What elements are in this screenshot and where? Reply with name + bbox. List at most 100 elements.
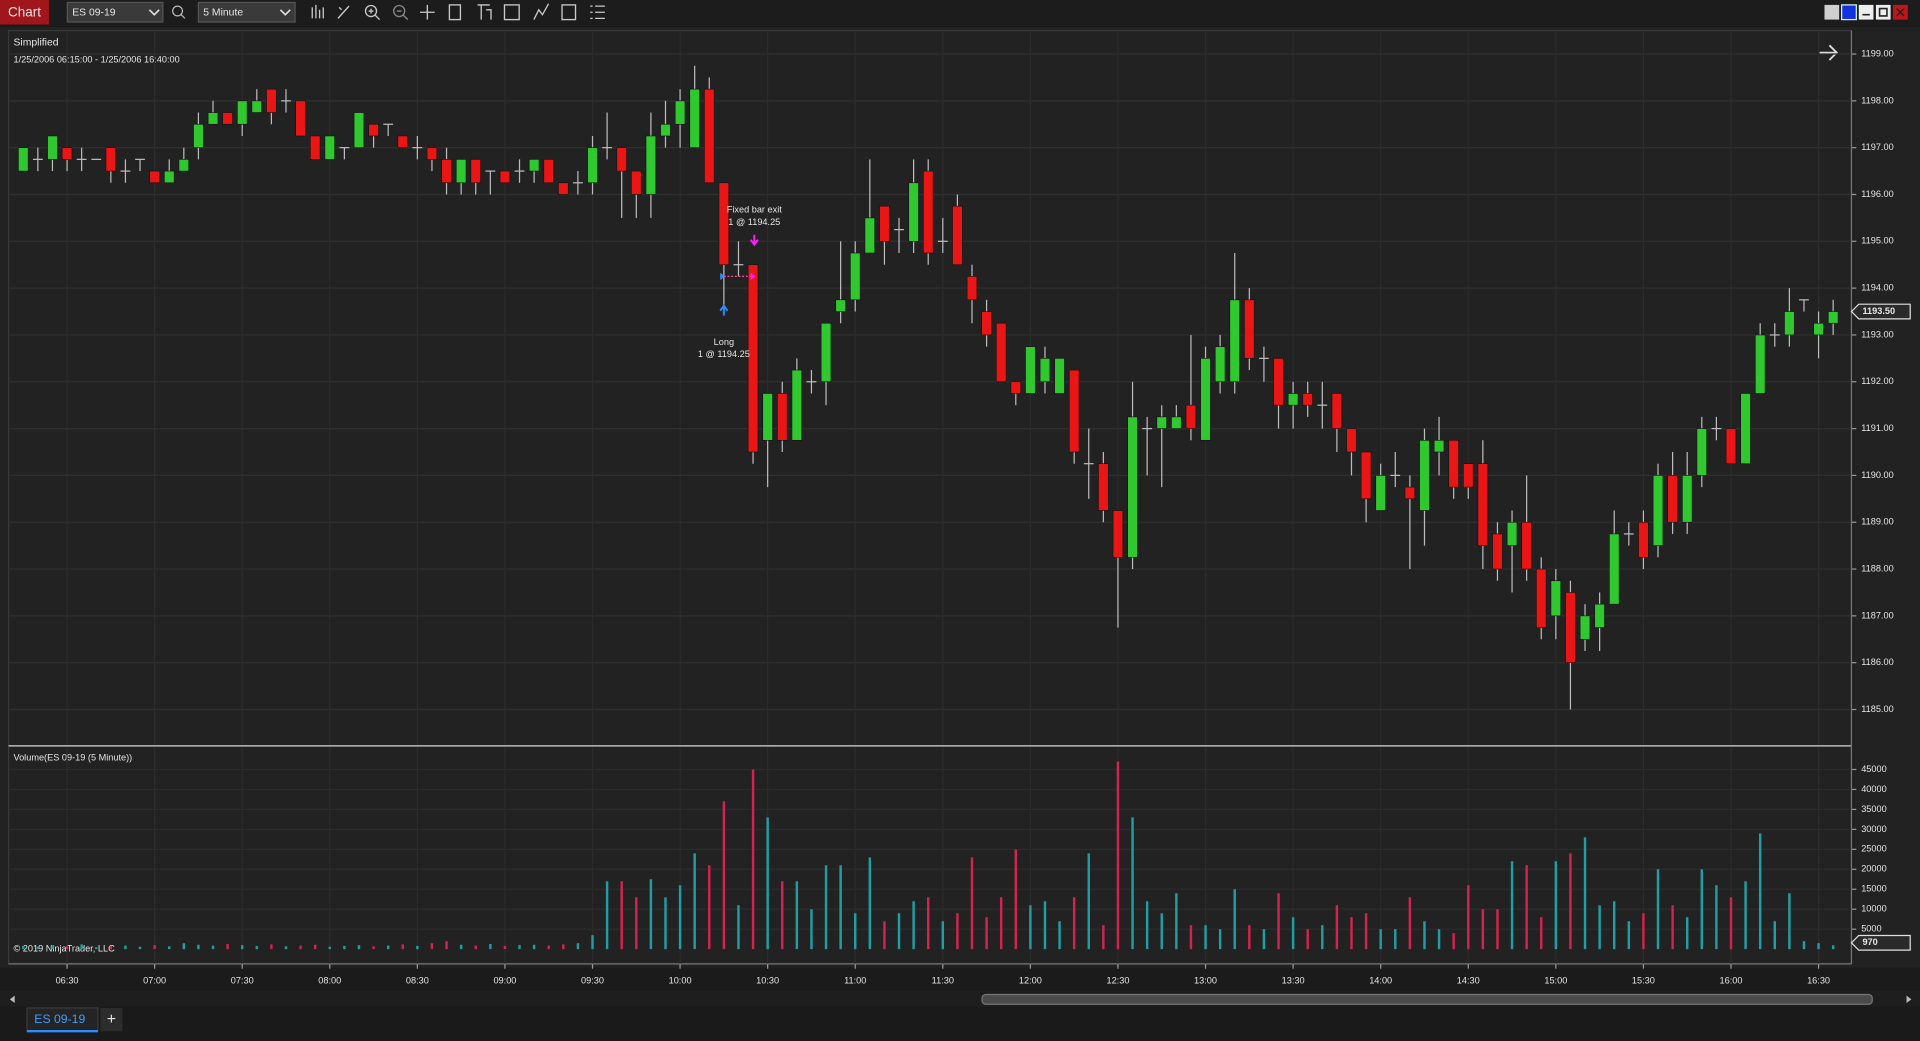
- candle-body: [1317, 404, 1328, 406]
- window-button[interactable]: [1841, 4, 1857, 21]
- y-tick-label: 1186.00: [1861, 657, 1893, 667]
- y-tick-label: 1197.00: [1861, 142, 1893, 152]
- candle-body: [660, 123, 671, 137]
- y-tick-label: 35000: [1861, 804, 1887, 814]
- instrument-dropdown[interactable]: ES 09-19: [66, 1, 164, 23]
- maximize-button[interactable]: [1875, 4, 1891, 20]
- x-tick-label: 12:30: [1106, 975, 1129, 985]
- candle-body: [1229, 299, 1240, 383]
- candle-body: [1302, 393, 1313, 406]
- candle-body: [281, 100, 291, 102]
- candle-body: [222, 112, 233, 125]
- app-label-box: [0, 0, 49, 25]
- candle-body: [485, 170, 496, 172]
- x-tick-label: 13:00: [1194, 975, 1217, 985]
- candle-body: [894, 228, 904, 231]
- dropdown-caret[interactable]: [279, 9, 291, 16]
- properties-icon[interactable]: [448, 4, 462, 21]
- crosshair-icon[interactable]: [420, 4, 435, 20]
- candle-body: [1068, 369, 1080, 453]
- y-tick-label: 1191.00: [1861, 423, 1893, 433]
- candle-body: [616, 147, 627, 172]
- candle-body: [368, 123, 379, 137]
- zoom-out-icon[interactable]: [393, 4, 409, 21]
- zoom-in-icon[interactable]: [364, 4, 381, 21]
- data-box-icon[interactable]: [561, 4, 577, 21]
- exit-arrow: [749, 234, 759, 247]
- candle-body: [850, 252, 861, 301]
- candle-body: [237, 100, 248, 125]
- candle-body: [1039, 358, 1051, 383]
- app-label: Chart: [8, 4, 41, 19]
- candle-body: [777, 393, 788, 441]
- candle-body: [543, 159, 554, 184]
- x-tick-label: 10:00: [669, 975, 692, 985]
- candle-body: [514, 170, 525, 172]
- candle-body: [1171, 416, 1182, 429]
- candle-body: [1331, 393, 1343, 429]
- dropdown-box[interactable]: [197, 1, 296, 23]
- y-tick-label: 1187.00: [1861, 610, 1893, 620]
- candle-body: [1594, 603, 1605, 628]
- y-tick-label: 45000: [1861, 764, 1887, 774]
- candle-body: [820, 322, 832, 383]
- last-price-marker: [1850, 303, 1911, 320]
- indicators-icon[interactable]: [533, 3, 550, 20]
- y-tick-label: 20000: [1861, 864, 1887, 874]
- bars-icon[interactable]: [311, 4, 324, 19]
- y-tick-label: 5000: [1861, 924, 1881, 934]
- draw-icon[interactable]: [337, 5, 350, 19]
- candle-body: [412, 147, 423, 149]
- y-tick-label: 40000: [1861, 784, 1887, 794]
- candle-body: [178, 159, 190, 172]
- interval-dropdown[interactable]: 5 Minute: [197, 1, 296, 23]
- trade-detail: 1 @ 1194.25: [728, 217, 780, 227]
- trade-price-marker: [750, 272, 756, 281]
- candle-body: [1025, 346, 1036, 394]
- candle-body: [1273, 358, 1284, 406]
- y-tick-label: 1198.00: [1861, 95, 1893, 105]
- candle-body: [1390, 474, 1401, 477]
- candle-body: [733, 264, 744, 266]
- candle-body: [18, 147, 29, 172]
- candle-body: [32, 158, 43, 160]
- dropdown-box[interactable]: [66, 1, 164, 23]
- candle-body: [1477, 463, 1489, 546]
- candle-body: [120, 170, 131, 172]
- window-button[interactable]: [1824, 4, 1840, 20]
- candle-body: [747, 264, 759, 453]
- instrument-text[interactable]: ES 09-19: [72, 8, 116, 19]
- interval-text[interactable]: 5 Minute: [203, 8, 243, 19]
- y-tick-label: 25000: [1861, 844, 1887, 854]
- add-tab-label[interactable]: +: [107, 1011, 116, 1028]
- search-button[interactable]: [172, 5, 186, 19]
- search-icon[interactable]: [172, 5, 184, 17]
- strategies-icon[interactable]: [503, 4, 520, 21]
- trade-detail: 1 @ 1194.25: [698, 349, 750, 359]
- templates-icon[interactable]: [477, 4, 492, 20]
- tab-label[interactable]: ES 09-19: [34, 1012, 85, 1026]
- scrollbar-thumb[interactable]: [981, 993, 1873, 1005]
- candle-body: [149, 170, 160, 184]
- candle-body: [966, 276, 978, 301]
- candle-body: [1127, 416, 1138, 558]
- candle-body: [1404, 486, 1416, 500]
- candle-body: [1185, 404, 1197, 429]
- minimize-button[interactable]: [1858, 4, 1874, 20]
- candle-body: [1463, 463, 1474, 488]
- y-tick-label: 15000: [1861, 884, 1887, 894]
- scroll-to-end-button[interactable]: [1819, 44, 1839, 61]
- search-icon-handle[interactable]: [180, 14, 186, 19]
- candle-body: [61, 147, 73, 160]
- y-tick-label: 30000: [1861, 824, 1887, 834]
- x-tick-label: 16:30: [1807, 975, 1830, 985]
- candle-body: [383, 123, 394, 125]
- dropdown-caret[interactable]: [148, 9, 160, 16]
- list-icon[interactable]: [590, 5, 605, 20]
- candle-body: [879, 205, 890, 242]
- add-tab-button[interactable]: [100, 1007, 123, 1032]
- tool-icons: [311, 3, 605, 21]
- candle-body: [1142, 427, 1153, 430]
- volume-title: Volume(ES 09-19 (5 Minute)): [13, 753, 132, 763]
- candle-body: [718, 182, 730, 266]
